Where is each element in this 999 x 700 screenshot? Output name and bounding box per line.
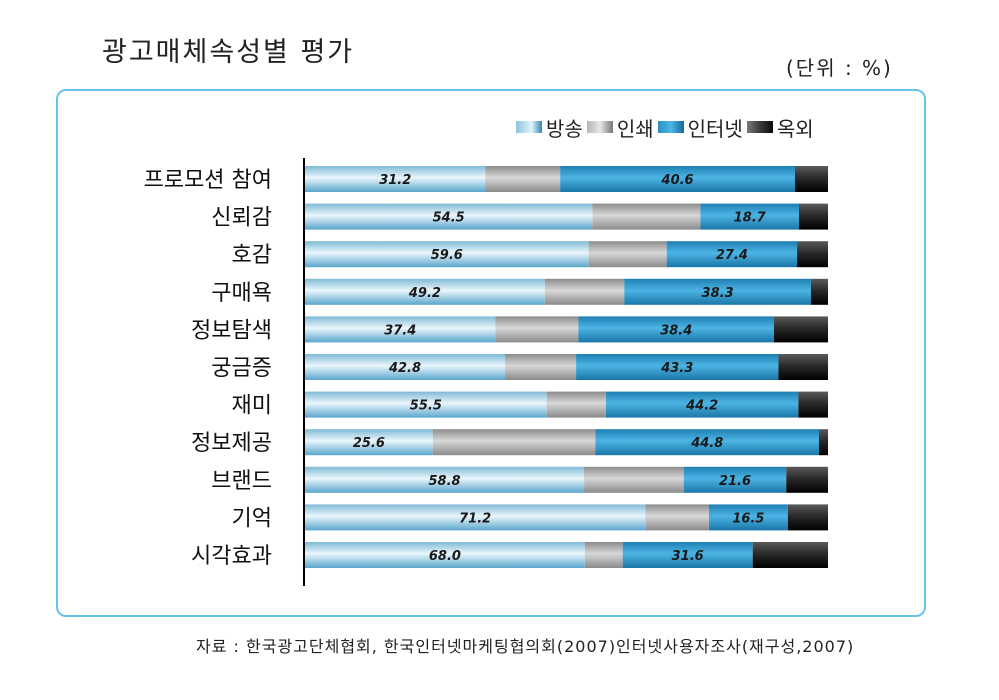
data-label-broadcast: 42.8	[388, 361, 421, 376]
bar-segment-internet	[622, 542, 753, 568]
bar-segment-internet	[708, 504, 788, 531]
bar-segment-outdoor	[795, 166, 828, 192]
category-label: 브랜드	[211, 469, 272, 494]
data-label-internet: 44.2	[685, 399, 718, 414]
bar-segment-broadcast	[305, 354, 506, 380]
bar-segment-internet	[605, 391, 799, 418]
bar-segment-outdoor	[787, 504, 828, 531]
data-label-broadcast: 68.0	[429, 549, 461, 564]
legend-label-outdoor: 옥외	[776, 116, 814, 141]
bar-segment-print	[485, 166, 561, 192]
legend-item-internet: 인터넷	[657, 113, 743, 142]
bar-segment-print	[584, 542, 623, 568]
bar-segment-outdoor	[799, 203, 828, 230]
bar-segment-print	[592, 203, 701, 230]
bar-segment-outdoor	[752, 542, 828, 568]
bar-segment-internet	[666, 241, 798, 268]
legend-swatch-outdoor	[746, 121, 773, 133]
data-label-broadcast: 58.8	[428, 474, 460, 489]
unit-label: (단위 : %)	[786, 56, 893, 80]
bar-segment-outdoor	[797, 241, 828, 268]
bar-segment-print	[432, 429, 596, 456]
bar-segment-print	[588, 241, 667, 268]
bar-segment-print	[505, 354, 577, 380]
data-label-internet: 31.6	[672, 549, 704, 564]
bar-segment-internet	[683, 466, 787, 493]
bar-segment-outdoor	[774, 316, 828, 343]
bar-segment-outdoor	[810, 278, 828, 305]
legend-item-broadcast: 방송	[516, 113, 583, 142]
bar-segment-internet	[576, 354, 779, 380]
bar-segment-internet	[560, 166, 796, 192]
bar-segment-broadcast	[305, 504, 646, 531]
data-label-broadcast: 49.2	[408, 286, 441, 301]
category-label: 신뢰감	[211, 206, 272, 231]
bar-segment-internet	[595, 429, 820, 456]
data-label-internet: 40.6	[661, 173, 694, 188]
category-label: 궁금증	[211, 356, 272, 381]
data-label-broadcast: 54.5	[433, 211, 465, 226]
legend-label-print: 인쇄	[616, 116, 654, 141]
chart-frame	[56, 89, 926, 617]
bar-segment-broadcast	[305, 316, 496, 343]
legend-swatch-print	[586, 121, 613, 133]
category-label: 호감	[232, 243, 272, 268]
data-label-internet: 21.6	[719, 474, 751, 489]
bar-segment-outdoor	[778, 354, 828, 380]
data-label-internet: 18.7	[734, 211, 767, 226]
bar-segment-print	[544, 278, 625, 305]
category-label: 재미	[232, 394, 272, 419]
legend-label-broadcast: 방송	[546, 116, 583, 141]
data-label-internet: 38.4	[660, 323, 692, 338]
bar-segment-print	[645, 504, 709, 531]
chart-title: 광고매체속성별 평가	[102, 37, 355, 68]
data-label-broadcast: 71.2	[459, 511, 491, 526]
legend-item-print: 인쇄	[586, 113, 654, 142]
data-label-broadcast: 59.6	[431, 248, 463, 263]
bar-segment-broadcast	[305, 542, 585, 568]
legend-item-outdoor: 옥외	[746, 113, 814, 142]
data-label-broadcast: 55.5	[410, 399, 442, 414]
category-label: 정보탐색	[191, 318, 272, 343]
bar-segment-internet	[624, 278, 811, 305]
data-label-broadcast: 25.6	[353, 436, 385, 451]
data-label-internet: 44.8	[690, 436, 723, 451]
bar-segment-outdoor	[819, 429, 828, 456]
bar-segment-print	[546, 391, 606, 418]
category-label: 구매욕	[211, 281, 272, 306]
data-label-internet: 38.3	[702, 286, 734, 301]
legend: 방송 인쇄 인터넷 옥외	[516, 113, 818, 142]
data-label-broadcast: 31.2	[379, 173, 411, 188]
category-label: 기억	[232, 506, 272, 531]
legend-swatch-internet	[657, 121, 684, 133]
bar-segment-internet	[700, 203, 800, 230]
bar-segment-broadcast	[305, 466, 585, 493]
category-label: 정보제공	[191, 431, 272, 456]
legend-label-internet: 인터넷	[687, 116, 743, 141]
category-label: 시각효과	[191, 544, 272, 569]
bar-segment-broadcast	[305, 429, 433, 456]
data-label-broadcast: 37.4	[384, 323, 416, 338]
bar-segment-internet	[578, 316, 775, 343]
bar-segment-outdoor	[786, 466, 828, 493]
bar-segment-broadcast	[305, 166, 486, 192]
data-label-internet: 16.5	[732, 511, 764, 526]
bar-segment-broadcast	[305, 278, 545, 305]
bar-segment-print	[495, 316, 579, 343]
data-label-internet: 27.4	[716, 248, 748, 263]
bar-segment-broadcast	[305, 391, 547, 418]
source-note: 자료 : 한국광고단체협회, 한국인터넷마케팅협의회(2007)인터넷사용자조사…	[196, 637, 855, 656]
legend-swatch-broadcast	[516, 121, 542, 133]
bar-segment-outdoor	[798, 391, 828, 418]
category-label: 프로모션 참여	[144, 168, 272, 193]
bar-segment-broadcast	[305, 203, 593, 230]
data-label-internet: 43.3	[660, 361, 693, 376]
bar-segment-broadcast	[305, 241, 589, 268]
bar-segment-print	[584, 466, 684, 493]
